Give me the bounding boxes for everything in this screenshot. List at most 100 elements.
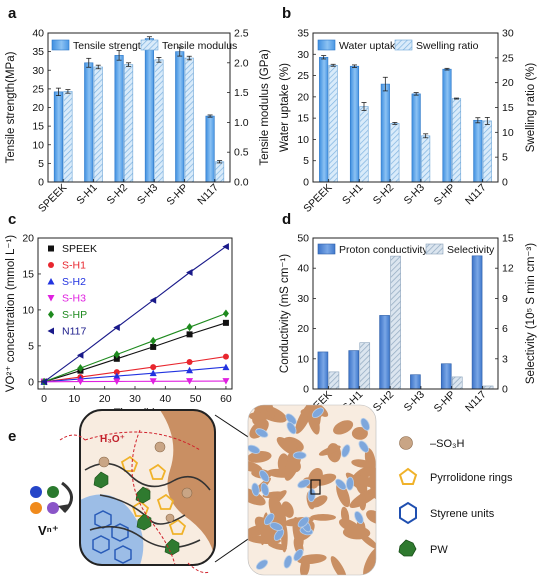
bar-tensile-strength-speek [53, 91, 63, 183]
x-tick-label: S-H2 [371, 182, 397, 208]
x-tick-label: 10 [69, 393, 81, 405]
y-right-tick-label: 0.0 [234, 177, 249, 189]
bar-tensile-strength-s-h2 [114, 55, 124, 183]
data-point-n117 [186, 269, 193, 277]
y-right-tick-label: 0 [502, 177, 508, 189]
membrane-polymer-domain [297, 554, 327, 565]
bar-selectivity-s-h1 [359, 342, 371, 390]
y-right-tick-label: 20 [502, 77, 514, 89]
data-point-s-h3 [113, 378, 121, 385]
y-tick-label: 0 [303, 177, 309, 189]
panel-letter-d: d [282, 211, 291, 228]
legend-swatch [317, 243, 336, 255]
x-tick-label: S-H3 [135, 182, 161, 208]
y-tick-label: 40 [297, 263, 309, 275]
bar-tensile-modulus-speek [63, 91, 73, 183]
data-point-s-hp [150, 336, 157, 345]
x-tick-label: S-H3 [402, 389, 428, 415]
legend-marker-s-h1 [48, 262, 54, 268]
membrane-polymer-domain [248, 412, 269, 421]
legend-marker-s-h3 [47, 295, 55, 302]
y-right-tick-label: 15 [502, 233, 514, 245]
bar-water-uptake-n117 [473, 119, 483, 183]
y-tick-label: 25 [32, 83, 44, 95]
legend-marker-n117 [47, 327, 54, 335]
bar-selectivity-s-hp [451, 376, 463, 390]
y-right-tick-label: 25 [502, 52, 514, 64]
legend-swatch [140, 39, 159, 51]
membrane-ionic-cluster [248, 444, 261, 454]
x-tick-label: S-HP [164, 182, 190, 208]
legend-swatch [317, 39, 336, 51]
bar-tensile-strength-s-hp [175, 51, 185, 183]
reject-arrow [61, 481, 73, 514]
membrane-polymer-domain [358, 492, 367, 511]
panel-letter-a: a [8, 5, 17, 22]
membrane-polymer-domain [310, 495, 328, 508]
vanadium-label: Vⁿ⁺ [38, 523, 59, 538]
bar-water-uptake-s-h2 [380, 83, 390, 183]
x-tick-label: S-HP [432, 182, 458, 208]
membrane-polymer-domain [333, 420, 354, 435]
vanadium-ion-purple [47, 502, 59, 514]
bar-tensile-modulus-s-hp [184, 57, 194, 183]
pw-label: PW [430, 544, 448, 556]
y-tick-label: 20 [22, 233, 34, 245]
data-point-n117 [222, 243, 229, 251]
bar-selectivity-speek [328, 371, 340, 390]
y-tick-label: 40 [32, 28, 44, 40]
sulfonic-group-icon [399, 436, 413, 450]
bar-proton-conductivity-s-h2 [379, 315, 390, 390]
panel-d: 0102030405003691215SPEEKS-H1S-H2S-H3S-HP… [279, 233, 537, 422]
y-tick-label: 0 [303, 384, 309, 396]
y-tick-label: 15 [22, 268, 34, 280]
closeup-domain: H₃O⁺ [80, 410, 215, 565]
y-right-tick-label: 10 [502, 127, 514, 139]
series-line-s-h3 [44, 380, 226, 383]
y-right-tick-label: 1.5 [234, 87, 249, 99]
x-tick-label: 30 [129, 393, 141, 405]
y-tick-label: 20 [32, 102, 44, 114]
series-line-s-h1 [44, 356, 226, 383]
membrane-polymer-domain [342, 525, 371, 540]
membrane-polymer-domain [310, 514, 336, 521]
y-right-axis-label: Swelling ratio (%) [525, 63, 537, 153]
data-point-s-h2 [149, 369, 157, 377]
data-point-s-hp [77, 364, 84, 373]
zoom-box [310, 479, 321, 495]
legend-label-n117: N117 [62, 326, 86, 338]
y-tick-label: 10 [32, 139, 44, 151]
y-tick-label: 35 [297, 28, 309, 40]
panel-c: SPEEK S-H1 S-H2 S-H3 S-HP N117 0 10 20 30 40 50 60 0 5… [5, 233, 233, 420]
legend-swatch [425, 243, 444, 255]
bar-water-uptake-s-hp [442, 68, 452, 183]
membrane-polymer-domain [366, 510, 376, 524]
pyrrolidone-label: Pyrrolidone rings [430, 472, 513, 484]
y-right-tick-label: 0.5 [234, 147, 249, 159]
membrane-polymer-domain [248, 451, 272, 463]
x-tick-label: 60 [220, 393, 232, 405]
membrane-ionic-cluster [273, 528, 285, 541]
data-point-s-h3 [222, 378, 230, 385]
series-line-speek [43, 322, 227, 383]
y-right-tick-label: 30 [502, 28, 514, 40]
y-tick-label: 30 [297, 49, 309, 61]
bar-tensile-strength-s-h3 [144, 38, 154, 183]
data-point-n117 [76, 351, 84, 359]
membrane-polymer-domain [254, 516, 276, 540]
plot-frame [47, 32, 231, 183]
y-tick-label: 10 [297, 134, 309, 146]
panel-letter-e: e [8, 428, 16, 445]
data-point-n117 [40, 378, 48, 386]
sulfonic-group-label: –SO₃H [430, 438, 464, 450]
membrane-polymer-domain [330, 556, 347, 575]
y-tick-label: 15 [297, 113, 309, 125]
panel-letter-c: c [8, 211, 16, 228]
data-point-speek [186, 331, 193, 338]
data-point-s-hp [186, 323, 193, 332]
membrane-ionic-cluster [255, 428, 269, 438]
bar-tensile-strength-s-h1 [84, 62, 94, 183]
x-tick-label: S-H1 [74, 182, 100, 208]
styrene-label: Styrene units [430, 508, 495, 520]
